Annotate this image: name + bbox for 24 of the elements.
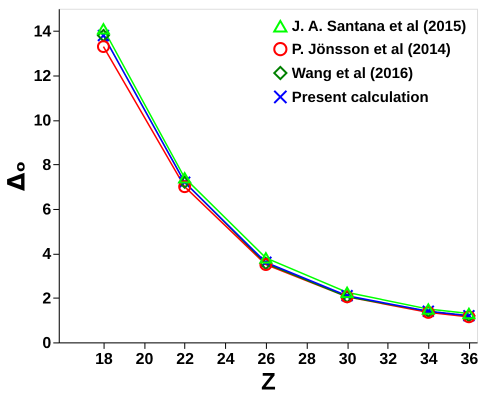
x-tick-label: 36 xyxy=(460,350,478,368)
y-tick-label: 8 xyxy=(42,156,52,174)
x-tick-label: 34 xyxy=(420,350,438,368)
x-tick-label: 32 xyxy=(379,350,398,368)
x-tick-label: 22 xyxy=(176,350,194,368)
x-tick-label: 30 xyxy=(338,350,357,368)
x-tick-label: 20 xyxy=(136,350,154,368)
x-tick-label: 18 xyxy=(95,350,113,368)
y-tick-label: 10 xyxy=(34,112,52,130)
y-tick-label: 0 xyxy=(42,334,52,352)
y-tick-label: 6 xyxy=(42,201,52,218)
legend-label: J. A. Santana et al (2015) xyxy=(292,18,466,36)
x-tick-label: 26 xyxy=(258,350,276,368)
x-tick-label: 28 xyxy=(298,350,316,368)
legend-label: Wang et al (2016) xyxy=(292,65,414,82)
y-tick-label: 4 xyxy=(42,246,52,263)
legend-label: P. Jönsson et al (2014) xyxy=(292,41,451,58)
legend-label: Present calculation xyxy=(292,88,429,106)
y-tick-label: 14 xyxy=(34,24,52,41)
x-axis-title: Z xyxy=(261,368,276,396)
y-tick-label: 2 xyxy=(42,290,52,308)
y-tick-label: 12 xyxy=(34,68,52,85)
x-tick-label: 24 xyxy=(216,350,235,368)
y-axis-title: Δₒ xyxy=(2,161,31,192)
